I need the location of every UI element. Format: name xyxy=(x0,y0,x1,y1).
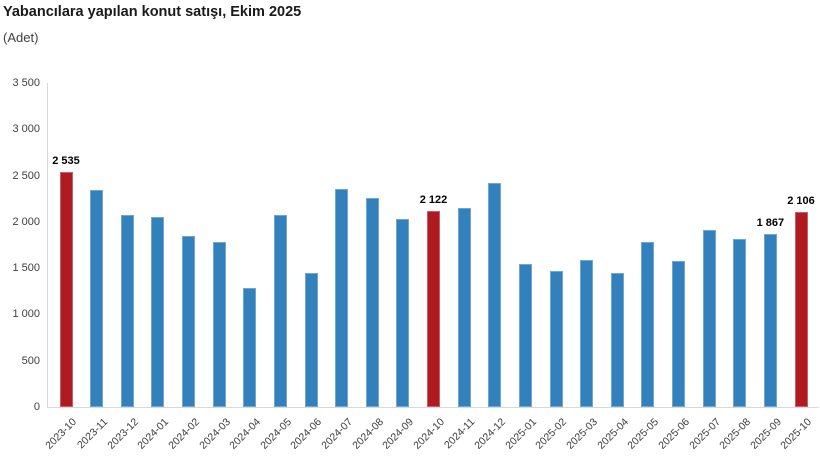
bar-2024-06 xyxy=(304,273,318,407)
x-tick-label-2025-04: 2025-04 xyxy=(594,416,631,452)
x-tick-label-2025-10: 2025-10 xyxy=(778,416,815,452)
y-tick-label: 500 xyxy=(21,354,40,367)
x-tick-label-2024-02: 2024-02 xyxy=(166,416,202,452)
bar-2024-02 xyxy=(182,236,195,407)
bar-2025-03 xyxy=(580,260,594,407)
bar-2024-08 xyxy=(365,197,379,407)
y-tick-label: 3 500 xyxy=(12,77,40,89)
x-tick-label-2023-12: 2023-12 xyxy=(104,416,141,452)
x-tick-label-2024-12: 2024-12 xyxy=(472,416,509,452)
x-tick-label-2024-08: 2024-08 xyxy=(349,416,386,452)
bar-value-label-2025-09: 1 867 xyxy=(756,217,785,230)
bar-2024-03 xyxy=(212,241,226,407)
bar-2025-02 xyxy=(549,270,563,407)
y-tick-label: 0 xyxy=(33,401,40,413)
bar-2025-10 xyxy=(794,212,808,407)
y-axis: 3 500 3 000 2 500 2 000 1 500 1 000 500 0 xyxy=(0,77,40,413)
bar-2023-11 xyxy=(90,189,104,407)
bar-2025-05 xyxy=(641,242,655,407)
bar-2025-04 xyxy=(610,272,624,407)
bar-2025-01 xyxy=(518,263,532,407)
x-tick-label-2024-11: 2024-11 xyxy=(442,416,478,452)
bar-2024-07 xyxy=(335,189,349,407)
bar-value-label-2025-10: 2 106 xyxy=(787,195,815,208)
bar-2023-10 xyxy=(59,172,73,407)
y-tick-label: 2 500 xyxy=(12,169,40,182)
x-tick-label-2024-10: 2024-10 xyxy=(411,416,447,452)
y-tick-label: 1 500 xyxy=(12,262,40,275)
y-tick-label: 2 000 xyxy=(12,215,40,228)
x-tick-label-2025-08: 2025-08 xyxy=(717,416,754,452)
bar-2025-06 xyxy=(672,261,685,407)
bar-value-label-2023-10: 2 535 xyxy=(52,155,80,168)
bar-2024-05 xyxy=(273,215,287,407)
x-tick-label-2024-07: 2024-07 xyxy=(319,416,356,452)
x-tick-label-2023-10: 2023-10 xyxy=(43,416,80,452)
bar-2023-12 xyxy=(120,215,134,407)
bar-2025-09 xyxy=(763,234,777,407)
bar-2024-12 xyxy=(488,182,502,407)
x-tick-label-2025-07: 2025-07 xyxy=(686,416,723,452)
x-axis: 2023-10 2023-11 2023-12 2024-01 2024-02 2024-… xyxy=(43,407,818,467)
chart-title: Yabancılara yapılan konut satışı, Ekim 2… xyxy=(3,4,302,20)
x-tick-label-2025-09: 2025-09 xyxy=(748,416,784,452)
y-tick-label: 3 000 xyxy=(12,123,40,136)
x-tick-label-2025-02: 2025-02 xyxy=(533,416,570,452)
x-tick-label-2025-01: 2025-01 xyxy=(503,416,539,452)
x-tick-label-2025-06: 2025-06 xyxy=(656,416,692,452)
x-tick-label-2024-04: 2024-04 xyxy=(227,416,264,452)
bar-2025-07 xyxy=(702,229,716,407)
plot-area: 2 535 2 122 1 867 2 106 xyxy=(47,83,819,408)
x-tick-label-2025-03: 2025-03 xyxy=(564,416,601,452)
x-tick-label-2024-05: 2024-05 xyxy=(258,416,294,452)
x-tick-label-2024-09: 2024-09 xyxy=(380,416,417,452)
x-tick-label-2024-01: 2024-01 xyxy=(135,416,172,452)
bar-2024-01 xyxy=(151,216,165,407)
x-tick-label-2024-03: 2024-03 xyxy=(196,416,233,452)
chart-unit-subtitle: (Adet) xyxy=(3,30,39,45)
bar-2025-08 xyxy=(733,238,747,407)
bar-2024-10 xyxy=(427,210,440,407)
bar-2024-09 xyxy=(396,218,410,407)
bar-2024-11 xyxy=(457,207,471,407)
y-tick-label: 1 000 xyxy=(12,308,40,321)
x-tick-label-2025-05: 2025-05 xyxy=(625,416,662,452)
bar-value-label-2024-10: 2 122 xyxy=(419,193,448,206)
x-tick-label-2023-11: 2023-11 xyxy=(74,416,111,452)
x-tick-label-2024-06: 2024-06 xyxy=(288,416,325,452)
bar-2024-04 xyxy=(243,288,257,407)
